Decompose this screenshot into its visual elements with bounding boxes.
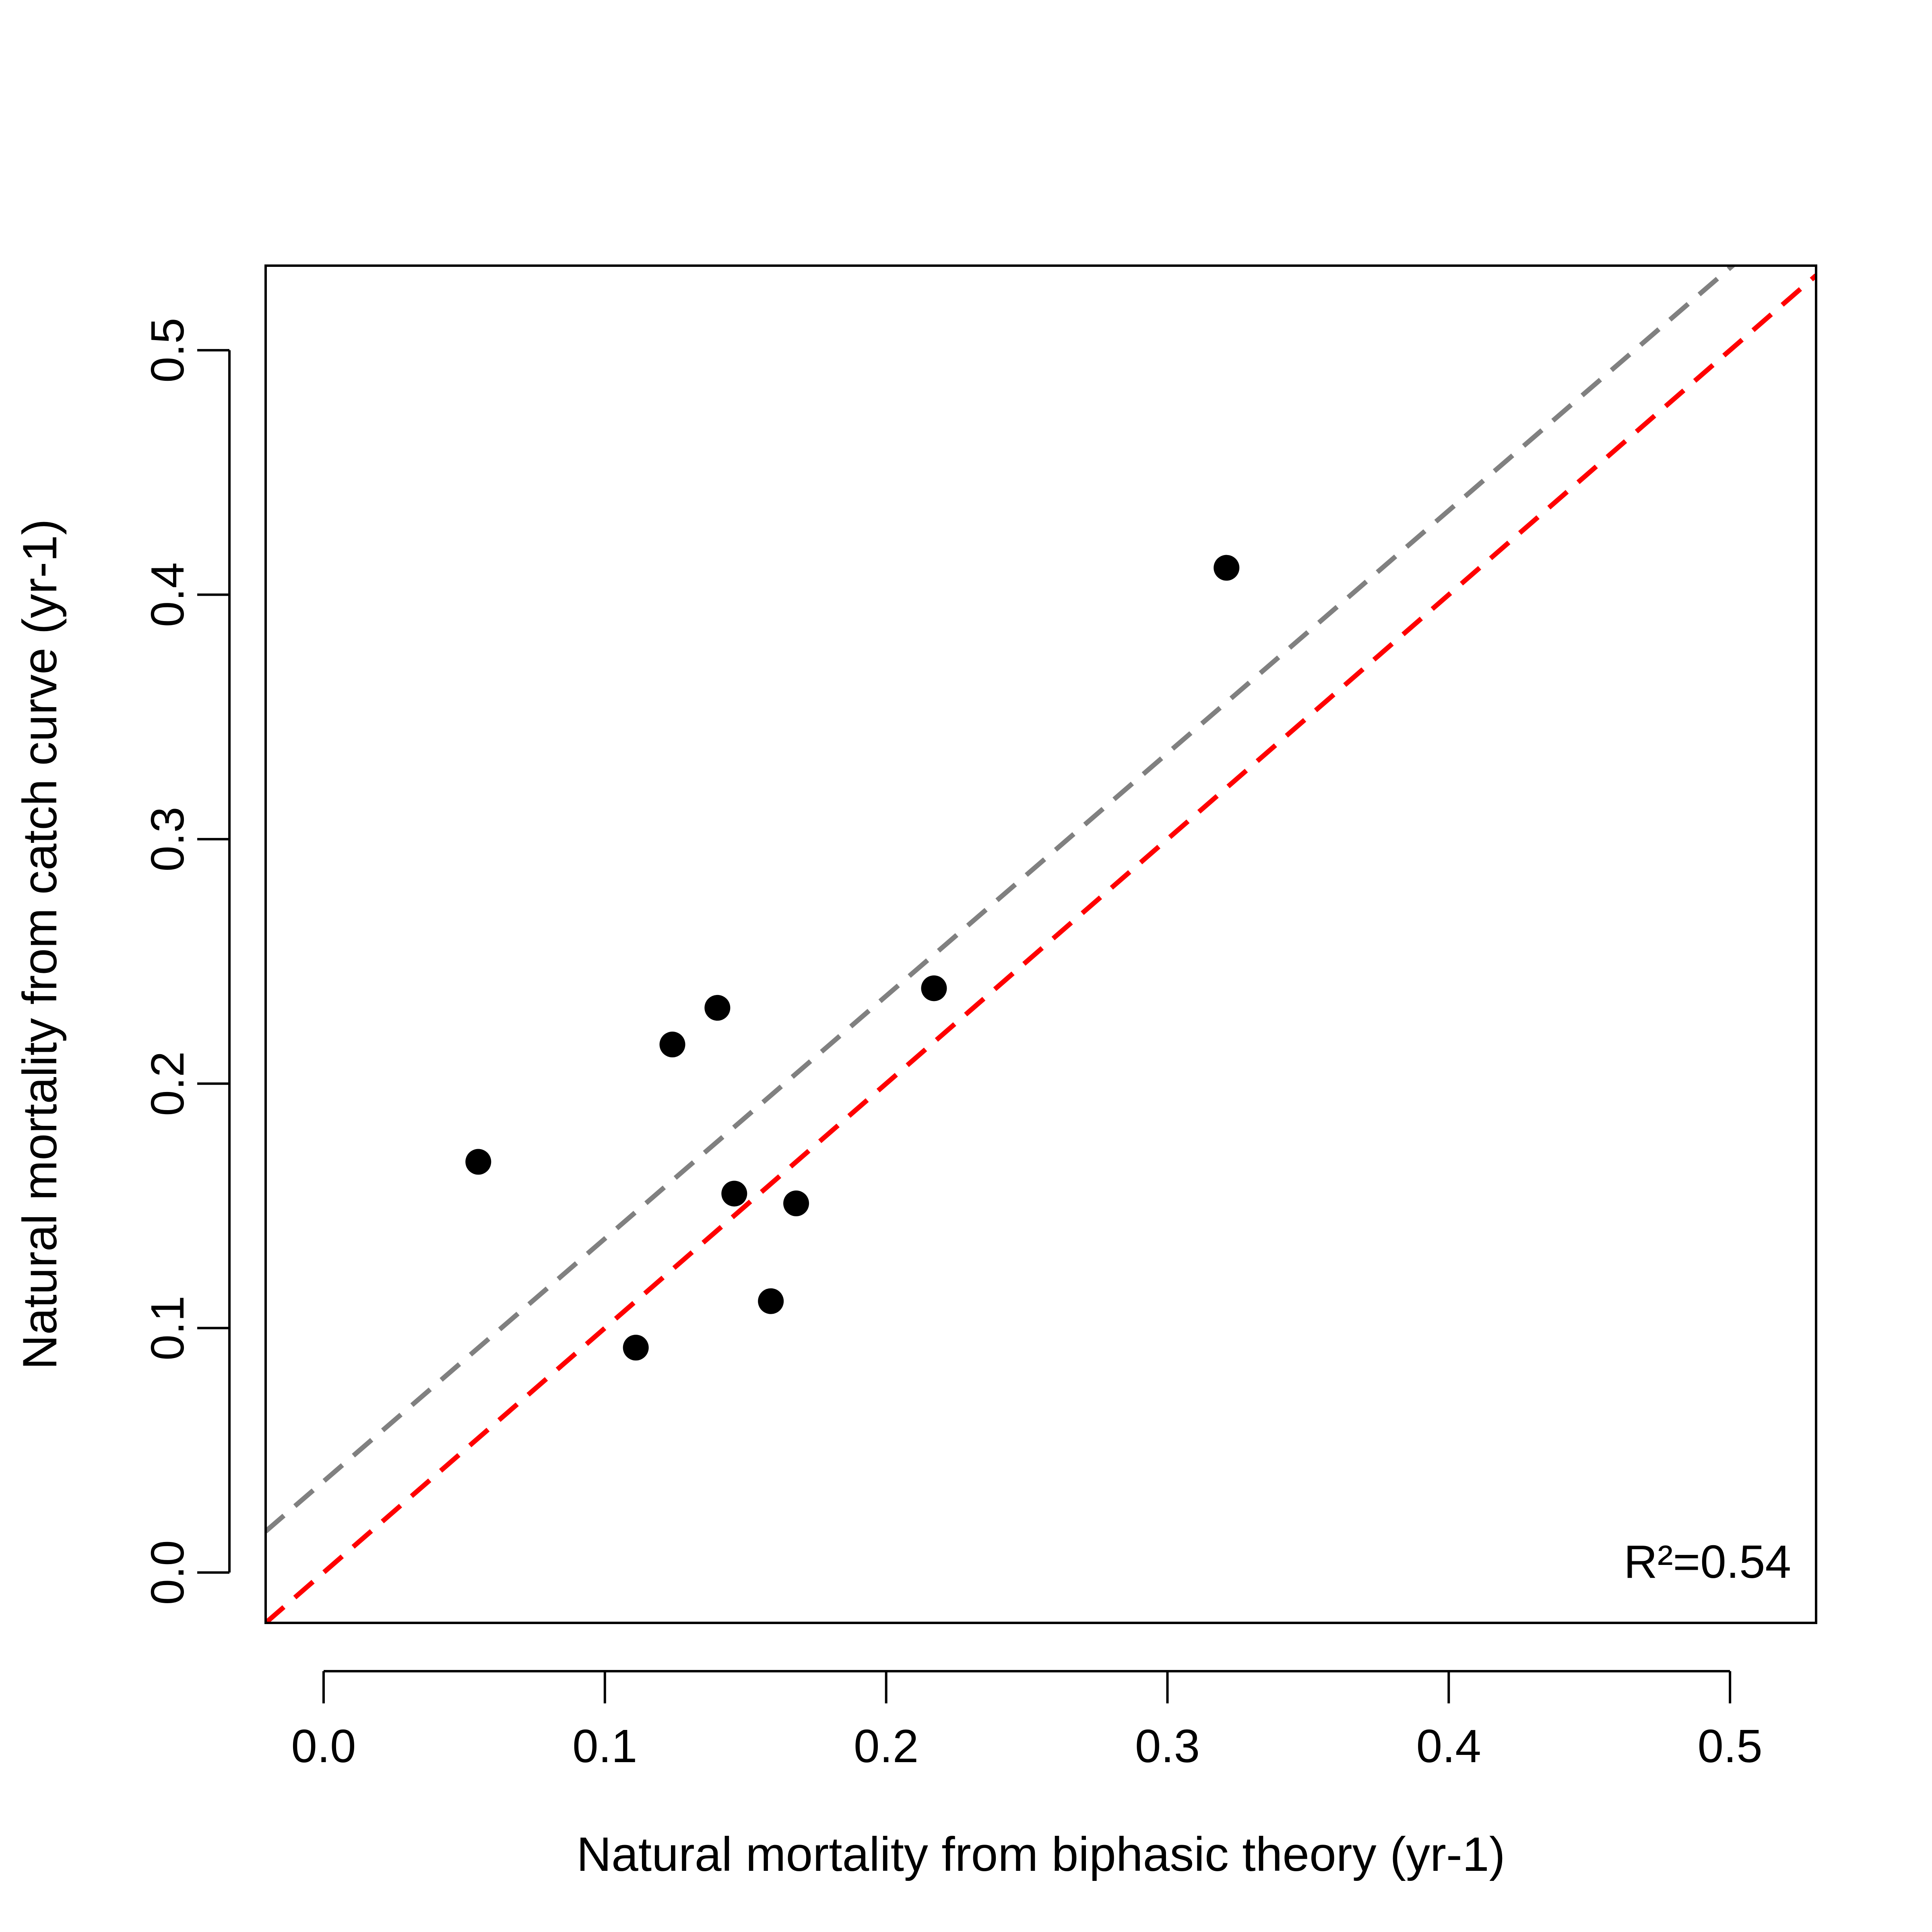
y-tick-label: 0.0 xyxy=(141,1540,194,1605)
r-squared-annotation: R²=0.54 xyxy=(1624,1536,1791,1588)
data-point xyxy=(921,975,947,1001)
one-to-one-line xyxy=(266,273,1816,1623)
data-point xyxy=(783,1190,809,1216)
x-tick-label: 0.3 xyxy=(1135,1720,1200,1772)
data-points xyxy=(465,555,1240,1361)
x-tick-label: 0.4 xyxy=(1416,1720,1481,1772)
y-tick-label: 0.5 xyxy=(141,318,194,383)
y-tick-label: 0.4 xyxy=(141,562,194,627)
y-axis: 0.0 0.1 0.2 0.3 0.4 0.5 xyxy=(141,318,231,1605)
y-tick-label: 0.1 xyxy=(141,1296,194,1360)
reference-lines xyxy=(266,266,1816,1623)
x-tick-label: 0.5 xyxy=(1698,1720,1763,1772)
data-point xyxy=(704,995,731,1021)
x-axis: 0.0 0.1 0.2 0.3 0.4 0.5 xyxy=(291,1670,1763,1772)
x-tick-label: 0.1 xyxy=(572,1720,637,1772)
y-tick-label: 0.3 xyxy=(141,807,194,871)
data-point xyxy=(623,1335,649,1361)
y-tick-label: 0.2 xyxy=(141,1051,194,1116)
x-axis-title: Natural mortality from biphasic theory (… xyxy=(576,1827,1505,1881)
data-point xyxy=(1214,555,1240,581)
data-point xyxy=(721,1181,747,1207)
plot-frame xyxy=(264,264,1817,1624)
y-axis-title: Natural mortality from catch curve (yr-1… xyxy=(13,519,67,1370)
data-point xyxy=(465,1149,491,1175)
data-point xyxy=(659,1032,685,1058)
x-tick-label: 0.2 xyxy=(854,1720,919,1772)
regression-line xyxy=(266,266,1736,1534)
data-point xyxy=(758,1288,784,1314)
x-tick-label: 0.0 xyxy=(291,1720,356,1772)
